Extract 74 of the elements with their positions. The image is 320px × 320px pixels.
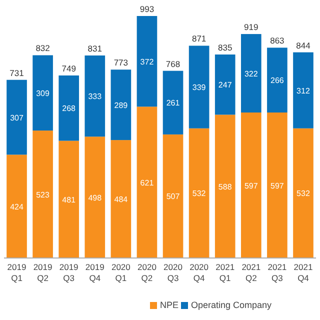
data-label: 424 — [10, 202, 24, 212]
bar — [188, 128, 210, 258]
total-label: 871 — [192, 34, 206, 44]
total-label: 832 — [36, 43, 50, 54]
data-label: 597 — [244, 181, 258, 190]
bar — [293, 52, 314, 128]
legend-label: Operating Company — [191, 300, 272, 310]
bar — [240, 112, 262, 258]
bar — [267, 48, 288, 113]
data-label: 339 — [192, 83, 206, 92]
bar — [32, 130, 53, 258]
bar — [162, 134, 184, 258]
total-label: 863 — [270, 36, 285, 46]
bar — [6, 80, 27, 155]
total-label: 749 — [62, 63, 76, 74]
data-label: 309 — [36, 88, 50, 98]
bar — [214, 54, 236, 115]
bar — [293, 128, 314, 258]
data-label: 322 — [244, 69, 258, 78]
x-tick-label: 2019 Q4 — [85, 262, 105, 283]
bar — [32, 55, 53, 131]
bar — [110, 70, 132, 140]
bar — [162, 70, 184, 134]
bar — [136, 16, 158, 107]
data-label: 481 — [62, 195, 76, 204]
x-tick-label: 2021 Q3 — [268, 262, 287, 283]
total-label: 831 — [88, 43, 102, 54]
bar — [84, 136, 106, 258]
x-tick-label: 2021 Q1 — [216, 262, 235, 283]
data-label: 372 — [140, 57, 154, 66]
bar — [58, 75, 80, 141]
total-label: 768 — [166, 58, 180, 69]
x-tick-label: 2020 Q3 — [164, 262, 183, 283]
data-label: 498 — [88, 193, 102, 202]
data-label: 532 — [192, 189, 206, 198]
x-tick-label: 2020 Q4 — [190, 262, 209, 283]
data-label: 268 — [62, 104, 76, 114]
bar — [84, 55, 106, 137]
data-label: 621 — [140, 178, 154, 188]
x-tick-label: 2020 Q2 — [138, 262, 157, 283]
x-tick-label: 2019 Q1 — [7, 262, 26, 283]
data-label: 333 — [88, 92, 102, 102]
data-label: 289 — [114, 100, 128, 110]
bar — [267, 112, 288, 258]
x-tick-label: 2019 Q2 — [33, 262, 53, 283]
bar — [214, 114, 236, 258]
total-label: 835 — [218, 42, 232, 53]
data-label: 588 — [218, 182, 232, 192]
x-tick-label: 2021 Q2 — [242, 262, 261, 283]
data-label: 597 — [270, 181, 284, 190]
total-label: 919 — [244, 22, 259, 32]
x-tick-label: 2020 Q1 — [111, 262, 131, 283]
data-label: 523 — [36, 190, 50, 200]
bar — [6, 154, 27, 258]
total-label: 844 — [296, 40, 311, 50]
data-label: 266 — [270, 76, 284, 86]
data-label: 261 — [166, 98, 180, 108]
legend-label: NPE — [160, 300, 179, 310]
bar — [136, 106, 158, 258]
bar — [110, 140, 132, 258]
data-label: 507 — [166, 192, 180, 202]
total-label: 773 — [114, 58, 128, 68]
bar — [58, 140, 80, 258]
total-label: 993 — [140, 4, 154, 14]
total-label: 731 — [10, 68, 24, 78]
bar — [240, 34, 262, 113]
x-tick-label: 2019 Q3 — [59, 262, 79, 283]
data-label: 484 — [114, 195, 128, 204]
data-label: 532 — [296, 189, 310, 198]
data-label: 247 — [218, 80, 232, 90]
data-label: 312 — [296, 86, 310, 96]
bar — [188, 46, 210, 128]
data-label: 307 — [10, 113, 24, 122]
x-tick-label: 2021 Q4 — [294, 262, 313, 283]
